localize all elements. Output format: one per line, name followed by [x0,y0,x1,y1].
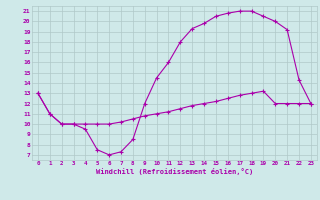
X-axis label: Windchill (Refroidissement éolien,°C): Windchill (Refroidissement éolien,°C) [96,168,253,175]
